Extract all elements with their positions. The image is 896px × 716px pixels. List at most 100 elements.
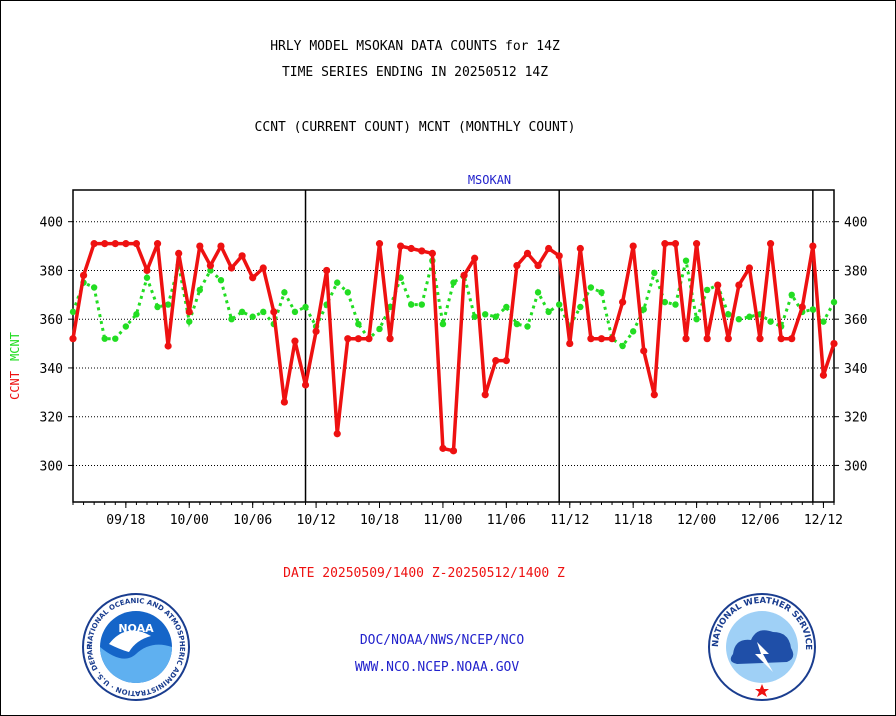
x-tick-label: 10/18 xyxy=(360,513,399,528)
y-tick-label: 360 xyxy=(844,313,867,328)
point-mcnt xyxy=(238,308,246,316)
point-ccnt xyxy=(471,254,479,262)
point-mcnt xyxy=(450,279,457,286)
point-ccnt xyxy=(280,398,288,406)
point-ccnt xyxy=(703,335,711,343)
point-ccnt xyxy=(809,242,817,250)
point-ccnt xyxy=(164,342,172,350)
y-axis-label-mcnt: MCNT xyxy=(8,332,22,361)
point-mcnt xyxy=(598,289,605,296)
y-tick-label: 320 xyxy=(844,411,867,426)
y-tick-label: 380 xyxy=(844,264,867,279)
point-mcnt xyxy=(830,298,838,306)
website-link[interactable]: WWW.NCO.NCEP.NOAA.GOV xyxy=(354,660,520,675)
point-ccnt xyxy=(132,240,141,248)
point-mcnt xyxy=(344,289,352,296)
point-ccnt xyxy=(175,249,183,257)
point-mcnt xyxy=(228,315,235,323)
point-ccnt xyxy=(259,264,267,272)
point-ccnt xyxy=(629,242,637,250)
plot-area xyxy=(72,189,835,503)
point-ccnt xyxy=(819,371,828,379)
point-ccnt xyxy=(101,240,109,248)
point-ccnt xyxy=(555,252,563,260)
point-ccnt xyxy=(587,335,595,343)
point-mcnt xyxy=(534,289,542,296)
point-mcnt xyxy=(122,323,130,330)
date-range-label: DATE 20250509/1400 Z-20250512/1400 Z xyxy=(283,566,565,581)
y-tick-label: 320 xyxy=(40,411,63,426)
point-ccnt xyxy=(153,240,162,248)
y-tick-label: 380 xyxy=(40,264,63,279)
point-mcnt xyxy=(513,320,521,328)
point-ccnt xyxy=(217,242,225,250)
point-ccnt xyxy=(418,247,426,255)
point-ccnt xyxy=(714,281,722,289)
point-ccnt xyxy=(79,271,88,279)
point-mcnt xyxy=(640,306,647,313)
y-tick-label: 340 xyxy=(844,362,867,377)
point-ccnt xyxy=(766,240,775,248)
point-ccnt xyxy=(270,308,278,316)
point-mcnt xyxy=(291,308,299,316)
point-ccnt xyxy=(365,335,373,343)
point-mcnt xyxy=(196,286,204,294)
y-tick-label: 400 xyxy=(40,216,63,231)
point-ccnt xyxy=(227,264,236,272)
point-ccnt xyxy=(460,271,468,279)
point-mcnt xyxy=(397,274,404,281)
point-mcnt xyxy=(69,308,77,316)
point-ccnt xyxy=(291,337,299,345)
point-mcnt xyxy=(524,323,531,330)
point-ccnt xyxy=(650,391,658,399)
point-ccnt xyxy=(661,240,669,248)
point-mcnt xyxy=(735,315,743,323)
svg-text:NOAA: NOAA xyxy=(118,622,154,635)
point-mcnt xyxy=(545,308,552,316)
point-mcnt xyxy=(746,313,753,320)
point-mcnt xyxy=(788,291,795,299)
point-ccnt xyxy=(196,242,204,250)
point-mcnt xyxy=(260,308,267,316)
org-path-label: DOC/NOAA/NWS/NCEP/NCO xyxy=(359,633,525,648)
y-tick-label: 300 xyxy=(40,459,63,474)
point-ccnt xyxy=(619,298,627,306)
point-ccnt xyxy=(449,447,458,455)
x-tick-label: 11/06 xyxy=(487,513,526,528)
point-mcnt xyxy=(725,311,732,318)
point-ccnt xyxy=(122,240,130,248)
point-ccnt xyxy=(534,261,542,270)
point-mcnt xyxy=(577,303,584,311)
point-mcnt xyxy=(133,311,140,318)
point-ccnt xyxy=(566,339,574,348)
point-mcnt xyxy=(101,335,108,342)
x-tick-label: 12/12 xyxy=(804,513,843,528)
point-mcnt xyxy=(482,311,489,318)
y-tick-label: 360 xyxy=(40,313,63,328)
point-ccnt xyxy=(692,240,701,248)
point-mcnt xyxy=(439,320,447,328)
point-mcnt xyxy=(587,284,595,291)
point-ccnt xyxy=(513,261,521,270)
x-tick-label: 09/18 xyxy=(106,513,145,528)
point-mcnt xyxy=(186,318,193,325)
point-mcnt xyxy=(555,301,563,308)
x-tick-label: 10/00 xyxy=(170,513,209,528)
point-mcnt xyxy=(820,318,827,325)
point-mcnt xyxy=(334,279,341,286)
point-ccnt xyxy=(407,244,415,253)
point-ccnt xyxy=(344,335,352,343)
y-axis-label-ccnt: CCNT xyxy=(8,371,22,400)
point-mcnt xyxy=(408,301,415,308)
point-ccnt xyxy=(249,274,257,282)
point-ccnt xyxy=(671,240,680,248)
point-mcnt xyxy=(661,298,669,306)
time-series-chart: 300 300 320 320 340 340 360 360 380 380 400 400 09/1… xyxy=(8,173,867,528)
point-ccnt xyxy=(798,303,806,311)
noaa-logo-icon: NATIONAL OCEANIC AND ATMOSPHERIC ADMINIS… xyxy=(81,592,190,701)
point-mcnt xyxy=(281,289,288,296)
point-mcnt xyxy=(217,276,225,284)
point-ccnt xyxy=(397,242,405,250)
point-ccnt xyxy=(111,240,119,248)
